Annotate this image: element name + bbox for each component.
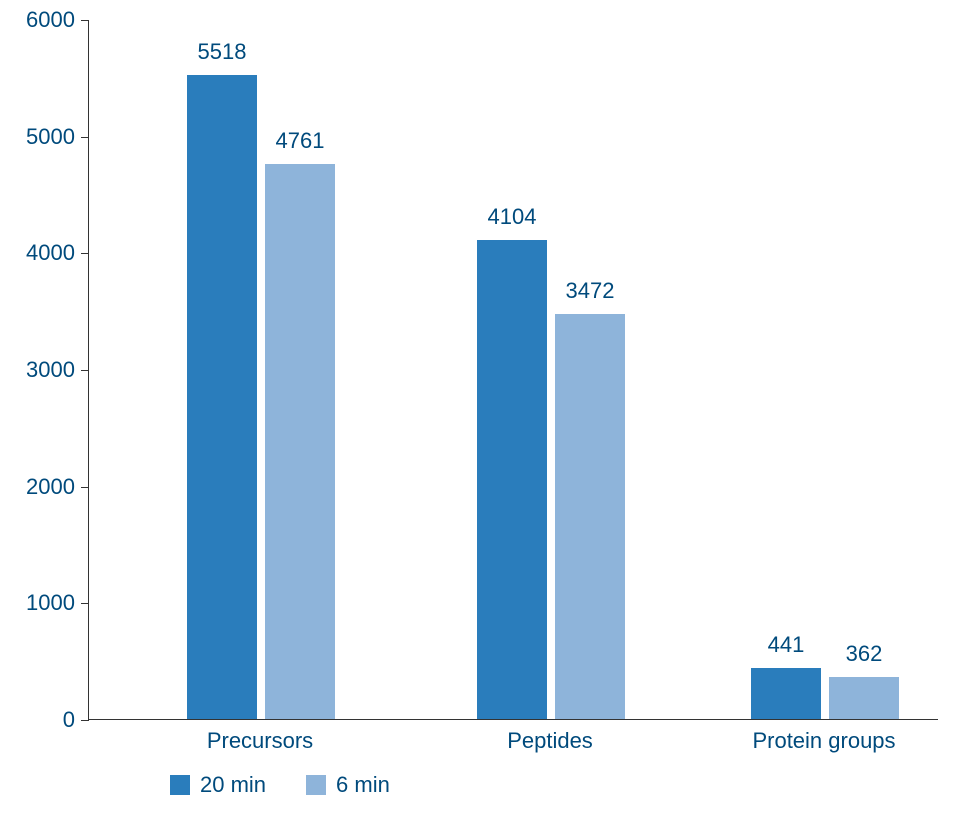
y-axis-label: 2000 <box>26 474 75 500</box>
bar-value-label: 3472 <box>530 278 650 304</box>
bar <box>477 240 547 719</box>
x-axis-label: Precursors <box>207 728 313 754</box>
x-axis-label: Protein groups <box>752 728 895 754</box>
y-axis-label: 1000 <box>26 590 75 616</box>
y-tick <box>81 370 89 371</box>
legend-label: 20 min <box>200 772 266 798</box>
bar <box>187 75 257 719</box>
bar-value-label: 4761 <box>240 128 360 154</box>
y-tick <box>81 720 89 721</box>
legend-item: 6 min <box>306 772 390 798</box>
plot-area: 0100020003000400050006000551847614104347… <box>88 20 938 720</box>
bar <box>265 164 335 719</box>
y-axis-label: 3000 <box>26 357 75 383</box>
legend-label: 6 min <box>336 772 390 798</box>
y-axis-label: 4000 <box>26 240 75 266</box>
legend-swatch <box>170 775 190 795</box>
y-tick <box>81 603 89 604</box>
bar-value-label: 5518 <box>162 39 282 65</box>
legend-item: 20 min <box>170 772 266 798</box>
bar-value-label: 4104 <box>452 204 572 230</box>
y-tick <box>81 137 89 138</box>
y-tick <box>81 20 89 21</box>
y-tick <box>81 487 89 488</box>
y-axis-label: 0 <box>63 707 75 733</box>
bar <box>829 677 899 719</box>
x-axis-label: Peptides <box>507 728 593 754</box>
y-axis-label: 6000 <box>26 7 75 33</box>
bar <box>751 668 821 719</box>
y-tick <box>81 253 89 254</box>
bar <box>555 314 625 719</box>
legend-swatch <box>306 775 326 795</box>
chart-container: 0100020003000400050006000551847614104347… <box>88 20 938 720</box>
bar-value-label: 362 <box>804 641 924 667</box>
legend: 20 min 6 min <box>170 772 390 798</box>
y-axis-label: 5000 <box>26 124 75 150</box>
